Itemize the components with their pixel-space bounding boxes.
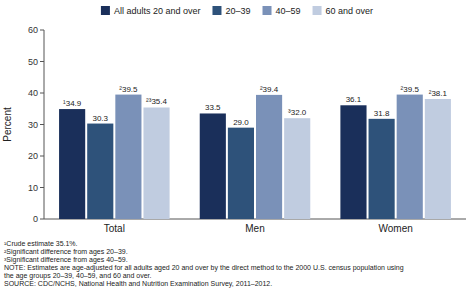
bar — [200, 113, 226, 219]
data-label: 29.0 — [233, 118, 249, 127]
bar — [228, 128, 254, 219]
background — [0, 0, 474, 291]
footnote: ¹Crude estimate 35.1%. — [4, 240, 78, 247]
y-axis: 0 10 20 30 40 50 60 — [28, 25, 466, 224]
legend-swatch — [313, 6, 322, 15]
footnote: ³Significant difference from ages 40–59. — [4, 256, 128, 264]
footnote: NOTE: Estimates are age-adjusted for all… — [4, 264, 404, 272]
bar — [369, 119, 395, 219]
data-label: ²38.1 — [429, 89, 448, 98]
data-label: ²39.5 — [119, 85, 138, 94]
legend: All adults 20 and over 20–39 40–59 60 and o… — [101, 6, 373, 16]
data-label: 30.3 — [92, 114, 108, 123]
legend-swatch — [101, 6, 110, 15]
bar — [256, 95, 282, 219]
legend-label: 40–59 — [276, 6, 301, 16]
y-tick — [40, 30, 44, 31]
data-label: ¹34.9 — [63, 99, 82, 108]
y-tick-label: 10 — [28, 183, 38, 193]
data-label: 31.8 — [374, 109, 390, 118]
x-tick-label: Total — [104, 223, 125, 234]
bar — [115, 95, 141, 219]
y-tick-label: 30 — [28, 120, 38, 130]
bars — [59, 95, 451, 219]
data-label: 33.5 — [205, 103, 221, 112]
y-tick — [40, 61, 44, 62]
legend-label: All adults 20 and over — [114, 6, 201, 16]
footnote: SOURCE: CDC/NCHS, National Health and Nu… — [4, 280, 272, 288]
bar — [87, 124, 113, 219]
bar — [284, 118, 310, 219]
chart: 0 10 20 30 40 50 60 Percent ¹34.9 30.3 ²39.5 ²³35.4… — [0, 0, 474, 291]
y-tick — [40, 187, 44, 188]
y-axis-line — [44, 30, 45, 219]
data-label: ²³35.4 — [146, 97, 167, 106]
y-tick-label: 40 — [28, 88, 38, 98]
data-label: 36.1 — [346, 95, 362, 104]
data-label: ³32.0 — [288, 108, 307, 117]
footnote: the age groups 20–39, 40–59, and 60 and … — [4, 272, 152, 280]
y-axis-label: Percent — [2, 107, 13, 142]
y-tick — [40, 124, 44, 125]
legend-swatch — [263, 6, 272, 15]
y-tick — [40, 156, 44, 157]
y-tick-label: 20 — [28, 151, 38, 161]
bar — [340, 105, 366, 219]
x-tick-label: Men — [245, 223, 264, 234]
data-labels: ¹34.9 30.3 ²39.5 ²³35.4 33.5 29.0 ²39.4 ³32.0 36… — [63, 85, 448, 127]
y-tick-label: 50 — [28, 57, 38, 67]
data-label: ²39.5 — [401, 85, 420, 94]
footnotes: ¹Crude estimate 35.1%.²Significant diffe… — [4, 240, 404, 288]
bar — [425, 99, 451, 219]
data-label: ²39.4 — [260, 85, 279, 94]
x-tick-label: Women — [379, 223, 413, 234]
legend-swatch — [212, 6, 221, 15]
y-tick-label: 60 — [28, 25, 38, 35]
bar — [59, 109, 85, 219]
page: {"chart_data": { "type": "bar", "ylabel"… — [0, 0, 474, 291]
legend-label: 60 and over — [326, 6, 374, 16]
bar — [143, 107, 169, 219]
legend-label: 20–39 — [225, 6, 250, 16]
bar — [397, 95, 423, 219]
y-tick-label: 0 — [33, 214, 38, 224]
footnote: ²Significant difference from ages 20–39. — [4, 248, 128, 256]
y-tick — [40, 93, 44, 94]
y-tick — [40, 219, 44, 220]
